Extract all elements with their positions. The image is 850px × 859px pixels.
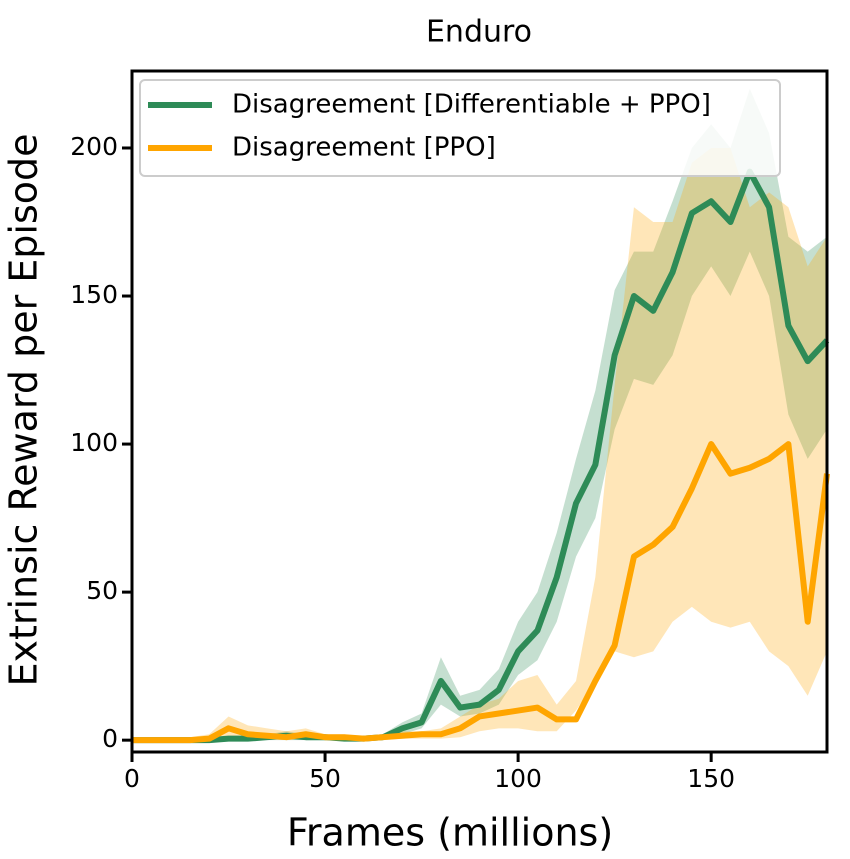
y-tick-label: 150 bbox=[70, 280, 118, 309]
legend-box bbox=[139, 79, 781, 177]
x-tick-label: 0 bbox=[124, 764, 140, 793]
y-tick-label: 0 bbox=[102, 724, 118, 753]
x-tick-label: 100 bbox=[494, 764, 542, 793]
y-axis-label: Extrinsic Reward per Episode bbox=[2, 133, 46, 686]
error-band bbox=[132, 147, 827, 741]
legend-label: Disagreement [Differentiable + PPO] bbox=[232, 90, 711, 120]
plot-frame bbox=[130, 69, 829, 754]
line bbox=[132, 168, 830, 744]
x-tick-label: 50 bbox=[309, 764, 341, 793]
line bbox=[132, 441, 830, 744]
x-axis-label: Frames (millions) bbox=[287, 811, 613, 855]
chart-title: Enduro bbox=[426, 15, 532, 50]
legend-label: Disagreement [PPO] bbox=[232, 133, 496, 163]
error-band bbox=[132, 88, 827, 741]
y-tick-label: 100 bbox=[70, 428, 118, 457]
y-tick-label: 50 bbox=[86, 576, 118, 605]
x-tick-label: 150 bbox=[687, 764, 735, 793]
y-tick-label: 200 bbox=[70, 132, 118, 161]
